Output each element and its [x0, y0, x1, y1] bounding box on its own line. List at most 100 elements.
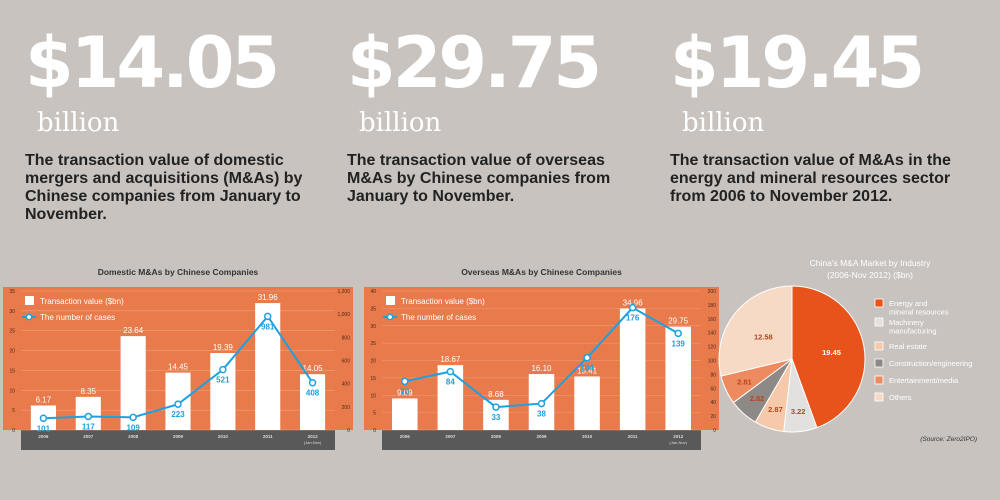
cases-value-label: 981 — [261, 322, 275, 331]
industry-pie-chart: China's M&A Market by Industry (2006-Nov … — [718, 258, 977, 443]
pie-value-label: 19.45 — [822, 348, 841, 357]
bar-value-label: 6.17 — [36, 395, 52, 404]
stat-value: $19.45 — [670, 22, 925, 104]
legend-swatch — [874, 298, 884, 308]
y2-tick-label: 180 — [708, 303, 717, 309]
bar-value-label: 18.67 — [440, 355, 461, 364]
stat-value: $14.05 — [25, 22, 280, 104]
pie-value-label: 3.22 — [791, 407, 806, 416]
cases-marker — [219, 365, 227, 374]
x-axis-band — [21, 430, 335, 450]
y2-tick-label: 0 — [347, 428, 350, 434]
pie-value-label: 2.82 — [750, 394, 765, 403]
y-tick-label: 10 — [9, 388, 15, 394]
legend-line-marker — [25, 313, 33, 321]
y2-tick-label: 120 — [708, 345, 717, 351]
y2-tick-label: 200 — [708, 289, 717, 295]
pie-value-label: 2.81 — [737, 377, 752, 386]
bar-value-label: 34.96 — [623, 299, 644, 308]
x-tick-label: 2006 — [38, 434, 49, 439]
x-tick-label: 2008 — [491, 434, 502, 439]
y2-tick-label: 800 — [342, 335, 351, 341]
cases-marker — [628, 303, 637, 312]
cases-marker — [537, 399, 546, 408]
cases-marker — [129, 413, 137, 422]
cases-value-label: 38 — [537, 410, 546, 419]
cases-value-label: 117 — [82, 422, 95, 431]
stat-unit: billion — [37, 108, 120, 138]
x-tick-label: 2009 — [536, 434, 547, 439]
cases-value-label: 101 — [37, 424, 51, 433]
stat-value: $29.75 — [347, 22, 602, 104]
pie-slice — [791, 285, 866, 429]
stat-energy: $19.45 billion The transaction value of M… — [670, 18, 970, 206]
bar-value-label: 14.45 — [168, 363, 189, 372]
y-tick-label: 40 — [370, 289, 376, 295]
y2-tick-label: 20 — [710, 414, 716, 420]
bar — [619, 308, 646, 430]
x-axis-band — [382, 430, 701, 450]
y2-tick-label: 40 — [710, 400, 716, 406]
x-tick-label: 2012 — [673, 434, 684, 439]
cases-value-label: 223 — [171, 410, 185, 419]
y-tick-label: 35 — [9, 289, 15, 295]
x-tick-label: 2011 — [628, 434, 638, 439]
y2-tick-label: 0 — [713, 428, 716, 434]
cases-marker — [492, 403, 500, 411]
bar-value-label: 15.41 — [577, 366, 598, 375]
cases-value-label: 70 — [400, 387, 409, 396]
y-tick-label: 25 — [370, 341, 376, 347]
source-note: (Source: Zero2IPO) — [920, 436, 977, 443]
legend-swatch — [874, 392, 884, 402]
cases-value-label: 109 — [126, 423, 140, 432]
bar-value-label: 23.64 — [123, 326, 144, 335]
y2-tick-label: 160 — [708, 317, 717, 323]
bar-value-label: 29.75 — [668, 317, 689, 326]
x-tick-label: 2009 — [173, 434, 184, 439]
y-tick-label: 10 — [370, 393, 376, 399]
bar-value-label: 9.09 — [397, 388, 413, 397]
x-tick-label: 2012 — [308, 434, 319, 439]
x-tick-label: 2010 — [582, 434, 593, 439]
y-tick-label: 15 — [370, 376, 376, 382]
y-tick-label: 0 — [12, 428, 15, 434]
bar — [255, 303, 281, 430]
legend-label: The number of cases — [40, 313, 115, 322]
y2-tick-label: 1,200 — [337, 289, 350, 295]
x-tick-note: (Jan-Nov) — [304, 440, 322, 445]
y-tick-label: 25 — [9, 329, 15, 335]
legend-label: Transaction value ($bn) — [401, 297, 485, 306]
y2-tick-label: 60 — [710, 386, 716, 392]
legend-line-marker — [386, 313, 394, 321]
y-tick-label: 20 — [9, 349, 15, 355]
bar-value-label: 31.96 — [258, 293, 279, 302]
y2-tick-label: 600 — [342, 359, 351, 365]
bar — [210, 352, 236, 430]
legend-label: The number of cases — [401, 313, 476, 322]
chart-title: Domestic M&As by Chinese Companies — [98, 267, 259, 277]
legend-label: Construction/engineering — [889, 359, 972, 368]
y2-tick-label: 140 — [708, 331, 717, 337]
pie-slice — [718, 285, 793, 377]
legend-label: Transaction value ($bn) — [40, 297, 124, 306]
y-tick-label: 15 — [9, 368, 15, 374]
cases-marker — [84, 412, 93, 421]
overseas-ma-chart: Overseas M&As by Chinese Companies 0 5 10 15… — [364, 267, 719, 450]
x-tick-label: 2006 — [400, 434, 411, 439]
cases-marker — [674, 329, 682, 338]
cases-marker — [583, 353, 591, 362]
y-tick-label: 5 — [12, 408, 15, 414]
y2-tick-label: 80 — [710, 372, 716, 378]
bar — [665, 326, 691, 430]
cases-value-label: 176 — [626, 314, 640, 323]
legend-label: Entertainment/media — [889, 376, 959, 385]
legend-swatch — [874, 341, 884, 351]
bar — [437, 365, 464, 430]
legend-swatch — [874, 317, 884, 327]
y-tick-label: 20 — [370, 359, 376, 365]
cases-marker — [308, 378, 317, 387]
cases-value-label: 521 — [216, 376, 230, 385]
cases-marker — [39, 414, 48, 423]
legend-bar-swatch — [25, 296, 34, 305]
legend-swatch — [874, 358, 884, 368]
